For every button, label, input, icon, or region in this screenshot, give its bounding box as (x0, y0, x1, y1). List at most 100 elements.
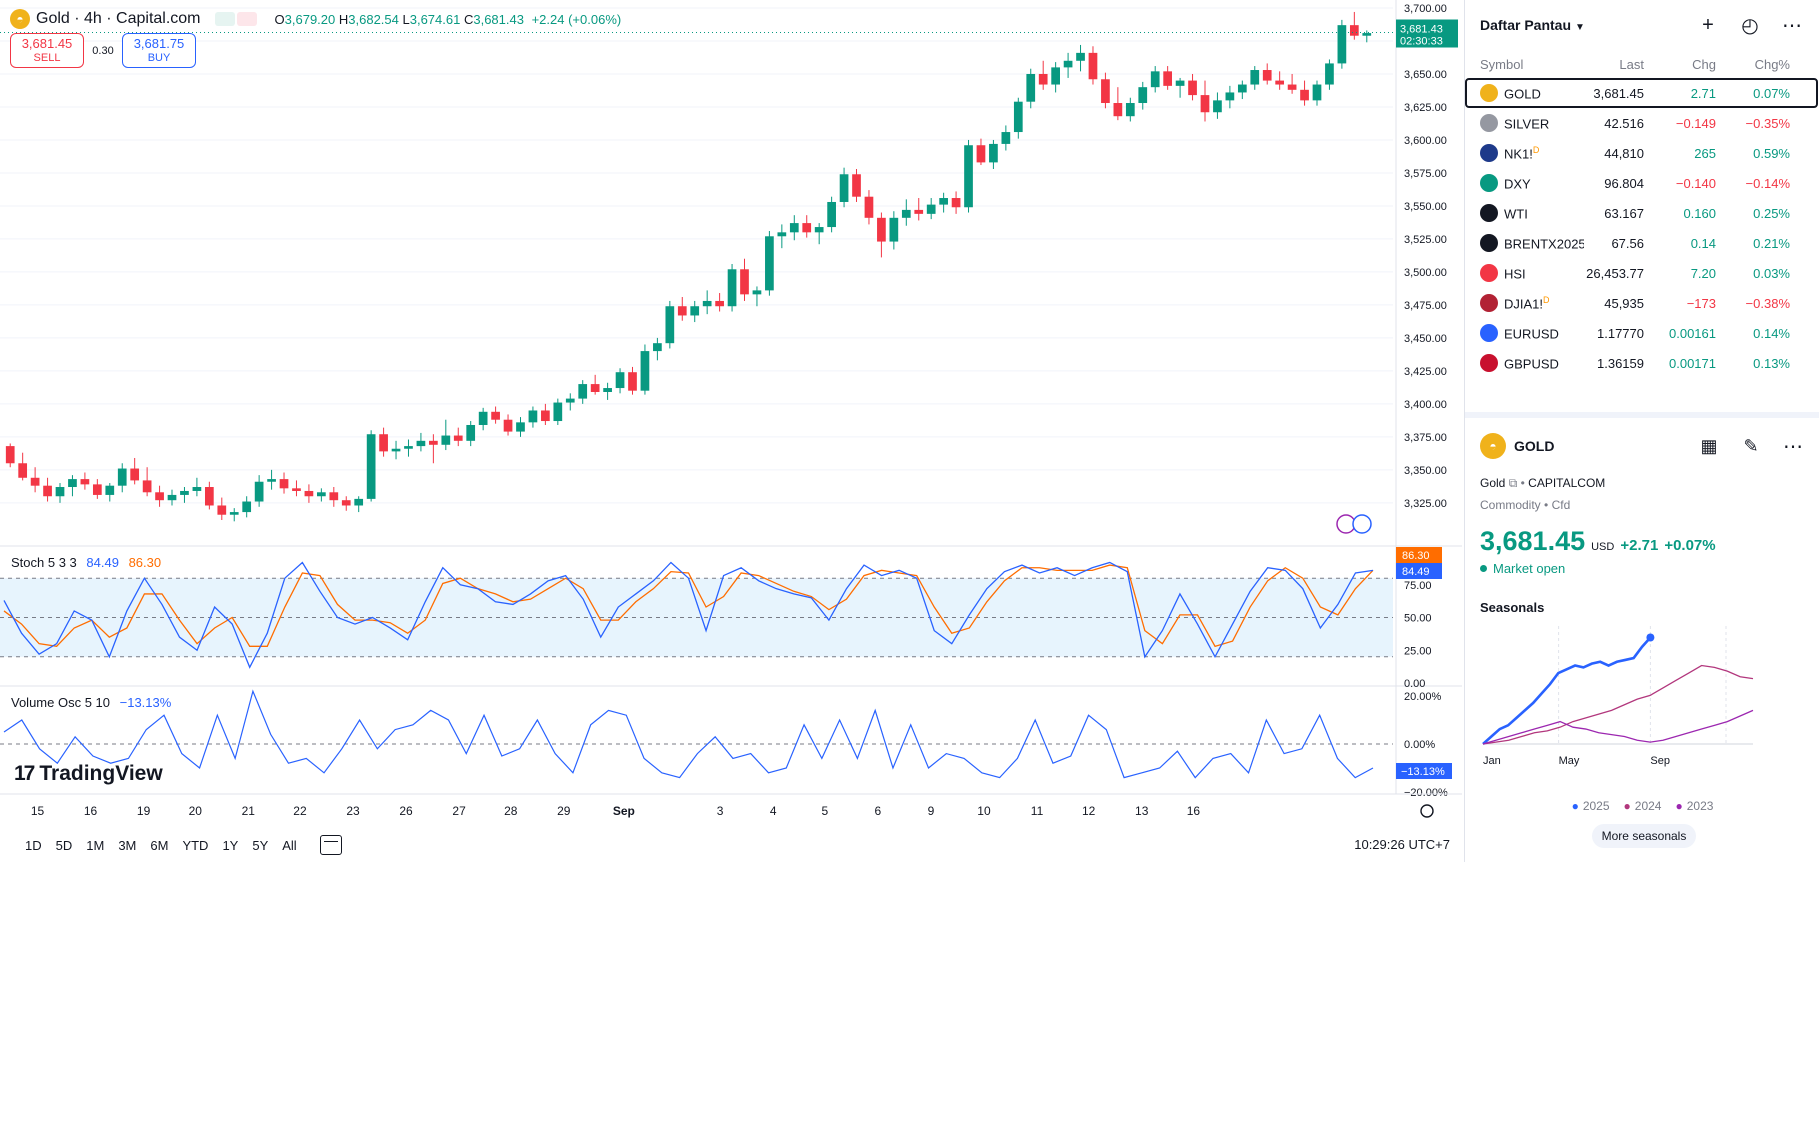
more-seasonals-button[interactable]: More seasonals (1592, 824, 1696, 848)
candle-body (690, 306, 700, 316)
detail-price: 3,681.45 (1480, 526, 1586, 556)
chart-canvas[interactable]: 3,700.003,675.003,650.003,625.003,600.00… (0, 0, 1462, 828)
candle-body (192, 487, 202, 491)
seasonal-legend-2024[interactable]: 2024 (1624, 799, 1662, 813)
time-tick-label: 4 (770, 804, 777, 818)
row-chg-pct: 0.14% (1753, 325, 1790, 341)
candle (192, 477, 202, 497)
candle-body (1101, 79, 1110, 104)
col-chg-pct[interactable]: Chg% (1754, 56, 1790, 72)
watchlist-row-hsi[interactable]: HSI 26,453.77 7.20 0.03% (1465, 258, 1819, 288)
add-symbol-icon[interactable]: + (1702, 13, 1714, 36)
timeframe-3m[interactable]: 3M (118, 837, 137, 853)
candle (752, 286, 762, 307)
candle (55, 483, 65, 503)
watchlist-row-gbpusd[interactable]: GBPUSD 1.36159 0.00171 0.13% (1465, 348, 1819, 378)
detail-change: +2.71 (1620, 537, 1659, 554)
panel-divider[interactable] (1465, 412, 1819, 418)
more-options-icon[interactable]: ⋯ (1782, 14, 1802, 37)
market-status[interactable]: Market open (1465, 557, 1819, 576)
candle-body (304, 490, 314, 497)
row-chg: 0.00171 (1669, 355, 1716, 371)
candle-body (1200, 95, 1210, 113)
sell-button[interactable]: 3,681.45 SELL (10, 33, 84, 68)
candle-body (1076, 52, 1085, 61)
market-status-dot-icon[interactable] (214, 12, 235, 26)
watchlist-row-silver[interactable]: SILVER 42.516 −0.149 −0.35% (1465, 108, 1819, 138)
candle (653, 337, 662, 361)
watchlist-title[interactable]: Daftar Pantau ▼ (1480, 17, 1585, 33)
chart-settings-gear-icon (1420, 804, 1434, 818)
legend-toggles[interactable] (214, 12, 257, 26)
candle (1237, 80, 1247, 100)
candle-body (18, 463, 28, 478)
row-chg-pct: 0.07% (1753, 85, 1790, 101)
col-symbol[interactable]: Symbol (1480, 56, 1524, 72)
tradingview-logo[interactable]: 17 TradingView (14, 762, 163, 785)
watchlist-row-djia1![interactable]: DJIA1!D 45,935 −173 −0.38% (1465, 288, 1819, 318)
timeframe-1m[interactable]: 1M (86, 837, 105, 853)
seasonal-legend-2025[interactable]: 2025 (1572, 799, 1610, 813)
candle (217, 497, 227, 520)
buy-button[interactable]: 3,681.75 BUY (122, 33, 196, 68)
stoch-legend[interactable]: Stoch 5 3 3 84.49 86.30 (11, 555, 162, 570)
candle (267, 469, 276, 490)
candle (1213, 92, 1222, 119)
seasonals-chart[interactable]: Jan May Sep (1475, 618, 1815, 768)
seasonal-current-point (1646, 633, 1655, 642)
stoch-tick-label: 50.00 (1404, 613, 1432, 625)
watchlist-row-eurusd[interactable]: EURUSD 1.17770 0.00161 0.14% (1465, 318, 1819, 348)
col-chg[interactable]: Chg (1692, 56, 1716, 72)
timeframe-5y[interactable]: 5Y (252, 837, 269, 853)
data-status-icon[interactable] (236, 12, 257, 26)
timeframe-1d[interactable]: 1D (25, 837, 42, 853)
external-link-icon[interactable]: ⧉ (1508, 476, 1518, 490)
time-tick-label: 11 (1031, 804, 1044, 818)
row-chg: 0.14 (1690, 235, 1716, 251)
row-chg-pct: −0.38% (1745, 295, 1790, 311)
advanced-view-icon[interactable]: ◴ (1741, 14, 1759, 37)
timeframe-5d[interactable]: 5D (55, 837, 73, 853)
candle-body (491, 411, 500, 420)
row-symbol: BRENTX2025 (1504, 236, 1584, 252)
clock-timezone[interactable]: 10:29:26 UTC+7 (1354, 837, 1450, 852)
candle-body (180, 490, 189, 495)
watchlist-row-dxy[interactable]: DXY 96.804 −0.140 −0.14% (1465, 168, 1819, 198)
chart-area[interactable]: 3,700.003,675.003,650.003,625.003,600.00… (0, 0, 1462, 862)
candle-body (1325, 63, 1334, 85)
timeframe-all[interactable]: All (282, 837, 297, 853)
eurusd-icon (1480, 324, 1498, 342)
candle (715, 293, 724, 312)
watchlist-row-wti[interactable]: WTI 63.167 0.160 0.25% (1465, 198, 1819, 228)
time-tick-label: 13 (1135, 804, 1149, 818)
seasonal-legend-2023[interactable]: 2023 (1675, 799, 1714, 813)
watchlist-row-nk1![interactable]: NK1!D 44,810 265 0.59% (1465, 138, 1819, 168)
watchlist-row-gold[interactable]: GOLD 3,681.45 2.71 0.07% (1465, 78, 1818, 108)
more-options-icon[interactable]: ⋯ (1783, 435, 1803, 458)
row-chg: 265 (1694, 145, 1716, 161)
volume-osc-legend[interactable]: Volume Osc 5 10 −13.13% (11, 695, 172, 710)
market-open-dot-icon (1480, 565, 1487, 572)
row-chg-pct: 0.25% (1753, 205, 1790, 221)
candle-body (1026, 73, 1036, 102)
candle (229, 508, 239, 522)
price-tick-label: 3,475.00 (1404, 300, 1447, 312)
timeframe-6m[interactable]: 6M (150, 837, 169, 853)
timeframe-1y[interactable]: 1Y (222, 837, 239, 853)
detail-symbol[interactable]: GOLD (1514, 438, 1555, 454)
timeframe-ytd[interactable]: YTD (182, 837, 209, 853)
col-last[interactable]: Last (1619, 56, 1644, 72)
candle (727, 264, 737, 312)
time-tick-label: 10 (977, 804, 991, 818)
seasonals-legend: 2025 2024 2023 (1465, 799, 1819, 813)
candle-body (55, 487, 65, 497)
time-tick-label: 9 (928, 804, 935, 818)
candle (1300, 80, 1309, 106)
watchlist-row-brentx2025[interactable]: BRENTX2025 67.56 0.14 0.21% (1465, 228, 1819, 258)
candle (765, 231, 774, 296)
calendar-goto-icon[interactable] (319, 835, 342, 855)
chart-title[interactable]: Gold · 4h · Capital.com (36, 10, 201, 27)
grid-layout-icon[interactable]: ▦ (1700, 435, 1718, 456)
candle (329, 487, 339, 507)
edit-note-icon[interactable]: ✎ (1743, 435, 1759, 456)
